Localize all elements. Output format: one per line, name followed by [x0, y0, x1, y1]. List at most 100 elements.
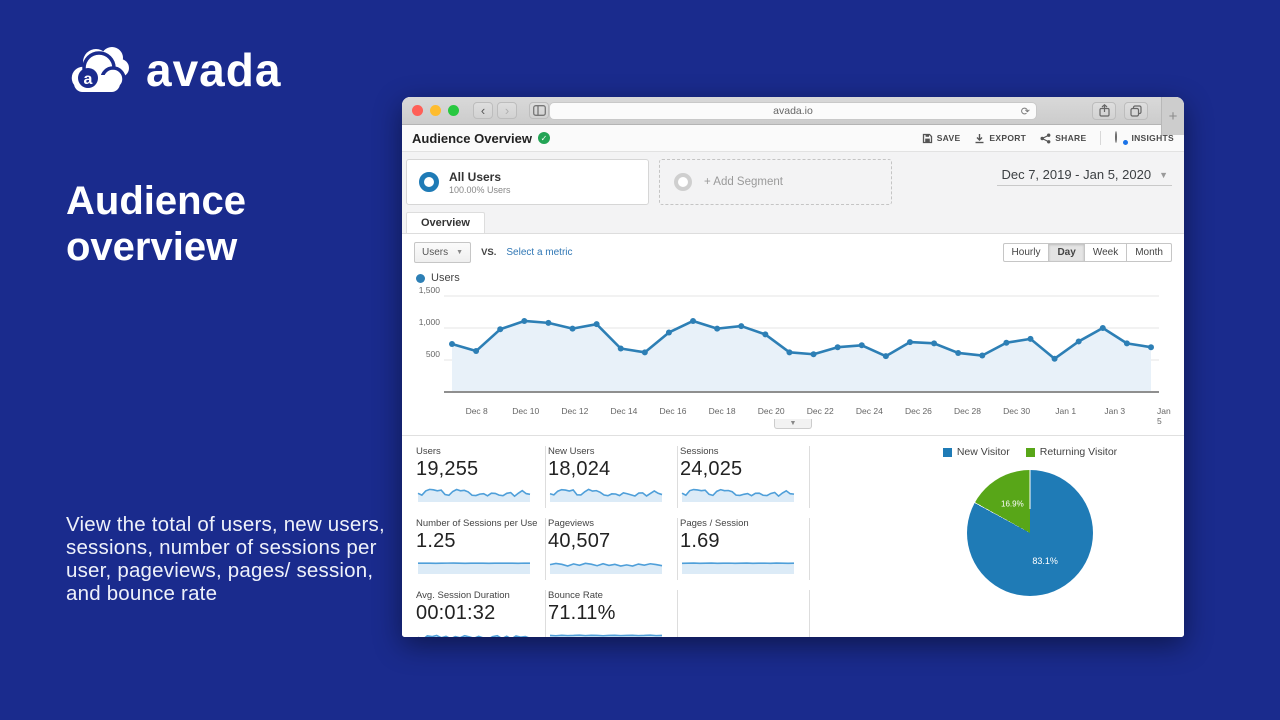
x-tick-label: Dec 8: [465, 406, 488, 416]
tab-overview[interactable]: Overview: [406, 212, 485, 234]
metric-card-pages-session: Pages / Session 1.69: [678, 518, 810, 580]
verified-check-icon: ✓: [537, 132, 550, 144]
granularity-week-button[interactable]: Week: [1084, 243, 1128, 262]
granularity-hourly-button[interactable]: Hourly: [1002, 243, 1050, 262]
metric-sparkline: [681, 562, 795, 574]
window-controls: [412, 105, 459, 116]
x-axis-labels: Dec 8 Dec 10 Dec 12 Dec 14 Dec 16 Dec 18 Dec 2…: [444, 405, 1172, 426]
add-segment-button[interactable]: + Add Segment: [659, 159, 892, 205]
metric-card-number-of-sessions-per-user: Number of Sessions per User 1.25: [414, 518, 546, 580]
export-button[interactable]: EXPORT: [974, 133, 1026, 144]
metric-label: Bounce Rate: [548, 590, 603, 601]
x-tick-label: Dec 12: [561, 406, 589, 416]
y-tick-label: 1,500: [418, 285, 440, 295]
chart-legend: Users: [416, 272, 1172, 284]
slide-description: View the total of users, new users, sess…: [66, 513, 385, 605]
metric-label: New Users: [548, 446, 595, 457]
forward-button[interactable]: ›: [497, 102, 517, 119]
new-visitor-percent: 83.1%: [1032, 555, 1058, 566]
legend-square-icon: [942, 447, 952, 457]
new-tab-button[interactable]: +: [1161, 97, 1184, 135]
returning-visitor-percent: 16.9%: [1001, 499, 1024, 509]
visitor-pie[interactable]: 16.9% 83.1%: [967, 470, 1093, 596]
chart-expander-button[interactable]: ▼: [774, 419, 812, 429]
slide-heading: Audience overview: [66, 179, 247, 269]
save-icon: [922, 133, 932, 143]
legend-dot-icon: [416, 273, 425, 283]
y-tick-label: 500: [425, 349, 440, 359]
metric-card-empty: [678, 590, 810, 637]
x-tick-label: Dec 16: [659, 406, 687, 416]
x-tick-label: Dec 26: [904, 406, 932, 416]
minimize-window-icon[interactable]: [430, 105, 441, 116]
svg-text:a: a: [84, 71, 93, 88]
pie-legend-returning-visitor: Returning Visitor: [1025, 446, 1117, 458]
segment-ring-gray-icon: [674, 173, 692, 191]
zoom-window-icon[interactable]: [448, 105, 459, 116]
date-range-selector[interactable]: Dec 7, 2019 - Jan 5, 2020 ▼: [997, 159, 1172, 186]
section-divider: [402, 435, 1184, 436]
share-button[interactable]: SHARE: [1040, 133, 1086, 144]
metric-value: 1.69: [680, 530, 720, 552]
metric-card-avg-session-duration: Avg. Session Duration 00:01:32: [414, 590, 546, 637]
metrics-grid: Users 19,255 New Users 18,024 Sessions 24,025…: [414, 446, 810, 637]
metric-label: Avg. Session Duration: [416, 590, 510, 601]
metric-card-users: Users 19,255: [414, 446, 546, 508]
insights-icon: [1115, 131, 1130, 146]
metric-sparkline: [681, 488, 795, 502]
segment-subtitle: 100.00% Users: [449, 184, 511, 195]
x-tick-label: Dec 20: [757, 406, 785, 416]
metric-label: Pages / Session: [680, 518, 749, 529]
url-text: avada.io: [773, 105, 813, 117]
metric-card-pageviews: Pageviews 40,507: [546, 518, 678, 580]
sidebar-icon[interactable]: [529, 102, 549, 119]
select-metric-link[interactable]: Select a metric: [506, 247, 573, 258]
date-range-text: Dec 7, 2019 - Jan 5, 2020: [1001, 167, 1152, 182]
metric-sparkline: [549, 488, 663, 502]
x-tick-label: Dec 28: [954, 406, 981, 416]
brand-name: avada: [146, 44, 282, 96]
share-icon: [1040, 133, 1051, 143]
metric-sparkline: [417, 562, 531, 574]
close-window-icon[interactable]: [412, 105, 423, 116]
metric-label: Users: [416, 446, 441, 457]
toolbar-divider: [1100, 131, 1102, 145]
chevron-down-icon: ▼: [1159, 169, 1168, 180]
line-chart-canvas[interactable]: [444, 288, 1159, 400]
insights-button[interactable]: INSIGHTS: [1115, 131, 1174, 146]
overview-panel: Users ▼ VS. Select a metric Hourly Day Week…: [402, 233, 1184, 637]
back-button[interactable]: ‹: [473, 102, 493, 119]
browser-titlebar: ‹ › avada.io ⟳ +: [402, 97, 1184, 135]
metric-sparkline: [549, 634, 663, 637]
metric-value: 18,024: [548, 458, 611, 480]
address-bar[interactable]: avada.io ⟳: [549, 102, 1037, 120]
y-tick-label: 1,000: [418, 317, 440, 327]
metric-card-new-users: New Users 18,024: [546, 446, 678, 508]
y-axis-labels: 500 1,000 1,500: [416, 285, 442, 400]
metric-value: 1.25: [416, 530, 456, 552]
granularity-day-button[interactable]: Day: [1049, 243, 1085, 262]
segment-title: All Users: [449, 169, 502, 184]
users-timeseries-chart: 500 1,000 1,500 Dec 8 Dec 10 Dec 12 Dec 14 Dec…: [416, 285, 1172, 426]
metric-value: 00:01:32: [416, 602, 496, 624]
x-tick-label: Jan 3: [1104, 406, 1126, 416]
metric-card-bounce-rate: Bounce Rate 71.11%: [546, 590, 678, 637]
share-page-button[interactable]: [1092, 101, 1116, 120]
reload-icon[interactable]: ⟳: [1020, 105, 1030, 118]
tabs-overview-button[interactable]: [1124, 101, 1148, 120]
avada-logo: a avada: [66, 42, 281, 98]
metric-value: 71.11%: [548, 602, 616, 624]
vs-label: VS.: [481, 247, 497, 258]
metric-label: Pageviews: [548, 518, 594, 529]
x-tick-label: Dec 30: [1003, 406, 1031, 416]
metric-value: 19,255: [416, 458, 479, 480]
segment-all-users[interactable]: All Users 100.00% Users: [406, 159, 649, 205]
visitor-type-chart: New Visitor Returning Visitor 16.9% 83.1%: [910, 446, 1150, 637]
metric-label: Number of Sessions per User: [416, 518, 537, 529]
report-content: All Users 100.00% Users + Add Segment De…: [402, 152, 1184, 637]
granularity-month-button[interactable]: Month: [1127, 243, 1172, 262]
browser-window: ‹ › avada.io ⟳ + Audience Overview ✓ SA: [402, 97, 1184, 637]
metric-dropdown[interactable]: Users ▼: [414, 242, 472, 263]
x-tick-label: Jan 5: [1156, 406, 1171, 426]
save-button[interactable]: SAVE: [922, 133, 961, 144]
